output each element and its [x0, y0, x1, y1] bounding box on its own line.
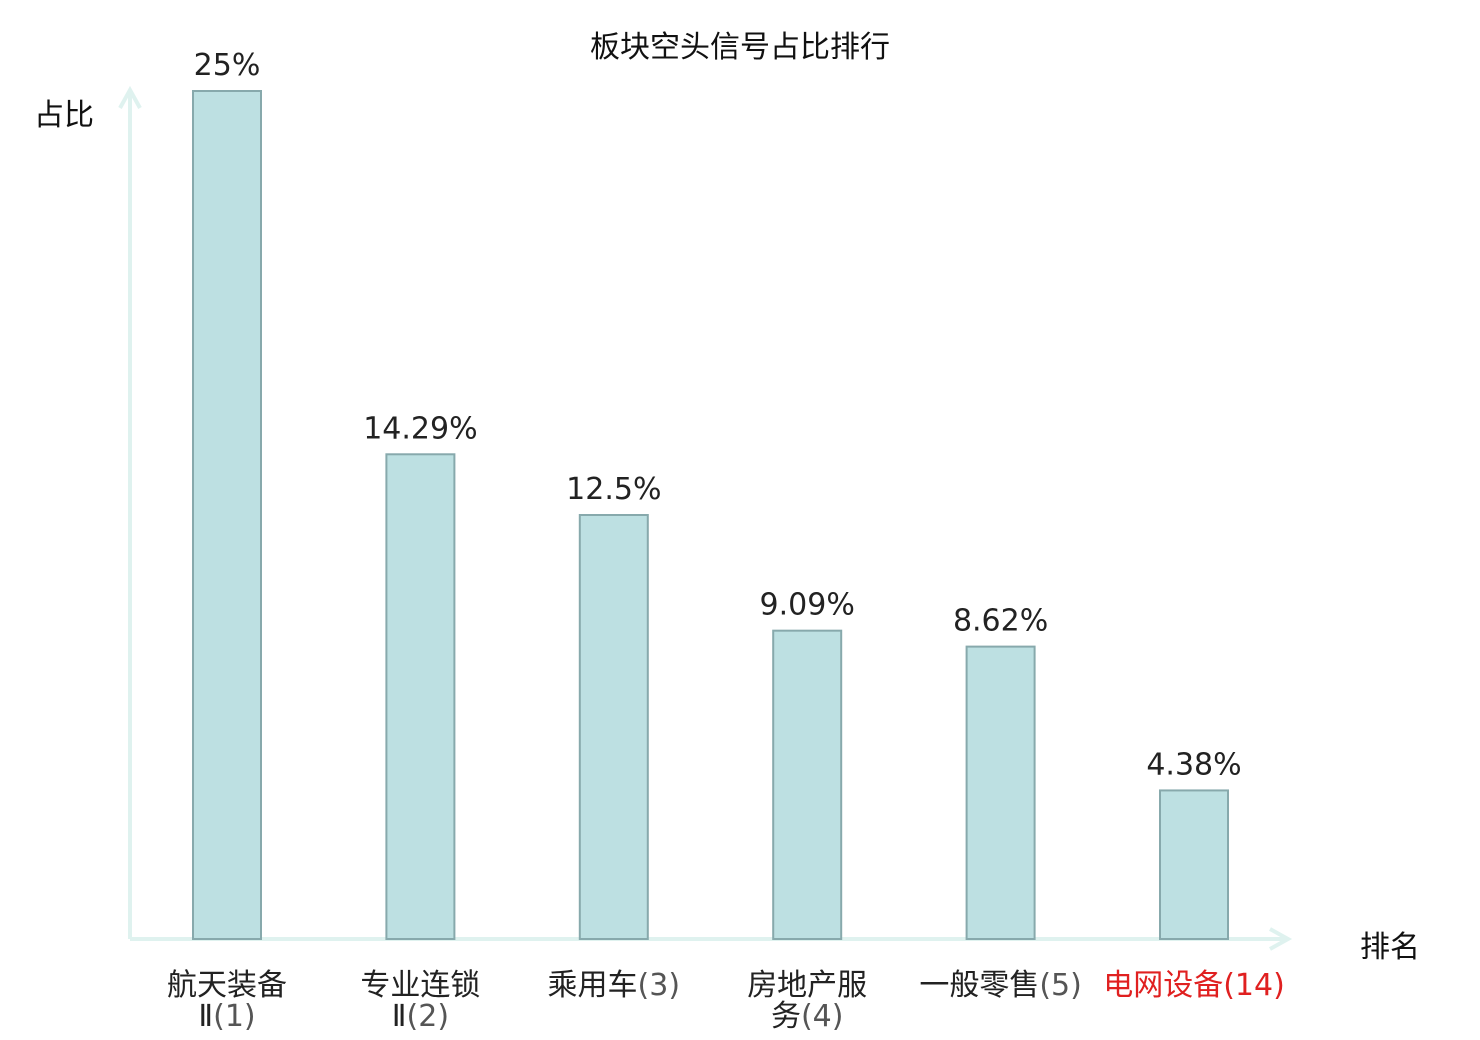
x-axis-arrow [1269, 927, 1293, 951]
bar-4 [772, 629, 843, 940]
bar-5 [965, 645, 1036, 941]
category-label-line2-4: 务(4) [771, 999, 844, 1034]
value-label-1: 25% [194, 48, 261, 83]
category-rank: (4) [801, 999, 844, 1034]
category-label-line2-1: Ⅱ(1) [198, 999, 255, 1034]
y-axis-arrow [118, 85, 142, 109]
category-rank: (2) [407, 999, 450, 1034]
x-axis-label: 排名 [1360, 930, 1420, 965]
category-name: 航天装备 [167, 968, 287, 1003]
category-name: 一般零售 [919, 968, 1039, 1003]
category-label-4: 房地产服 [747, 968, 867, 1003]
chart-axes [118, 85, 1293, 951]
category-name-cont: Ⅱ [198, 999, 213, 1034]
category-name-cont: 务 [771, 999, 801, 1034]
category-label-5: 一般零售(5) [919, 968, 1082, 1003]
chart-title: 板块空头信号占比排行 [590, 30, 890, 65]
y-axis-label: 占比 [34, 98, 94, 133]
value-label-2: 14.29% [363, 411, 477, 446]
category-label-1: 航天装备 [167, 968, 287, 1003]
category-name: 乘用车 [548, 968, 638, 1003]
category-label-6: 电网设备(14) [1103, 968, 1285, 1003]
label-group: 25%航天装备Ⅱ(1)14.29%专业连锁Ⅱ(2)12.5%乘用车(3)9.09… [167, 48, 1285, 1034]
value-label-3: 12.5% [566, 472, 661, 507]
bar-group [192, 90, 1229, 941]
category-name: 专业连锁 [360, 968, 480, 1003]
category-label-2: 专业连锁 [360, 968, 480, 1003]
category-name-cont: Ⅱ [392, 999, 407, 1034]
category-rank: (1) [213, 999, 256, 1034]
category-rank: (3) [638, 968, 681, 1003]
category-name: 房地产服 [747, 968, 867, 1003]
value-label-4: 9.09% [760, 588, 855, 623]
category-label-line2-2: Ⅱ(2) [392, 999, 449, 1034]
bar-2 [385, 453, 456, 940]
value-label-5: 8.62% [953, 604, 1048, 639]
category-label-3: 乘用车(3) [548, 968, 681, 1003]
category-name: 电网设备 [1103, 968, 1223, 1003]
bar-6 [1159, 789, 1229, 941]
bar-3 [578, 514, 649, 940]
category-rank: (5) [1039, 968, 1082, 1003]
category-rank: (14) [1223, 968, 1285, 1003]
bar-1 [192, 90, 262, 940]
value-label-6: 4.38% [1146, 747, 1241, 782]
